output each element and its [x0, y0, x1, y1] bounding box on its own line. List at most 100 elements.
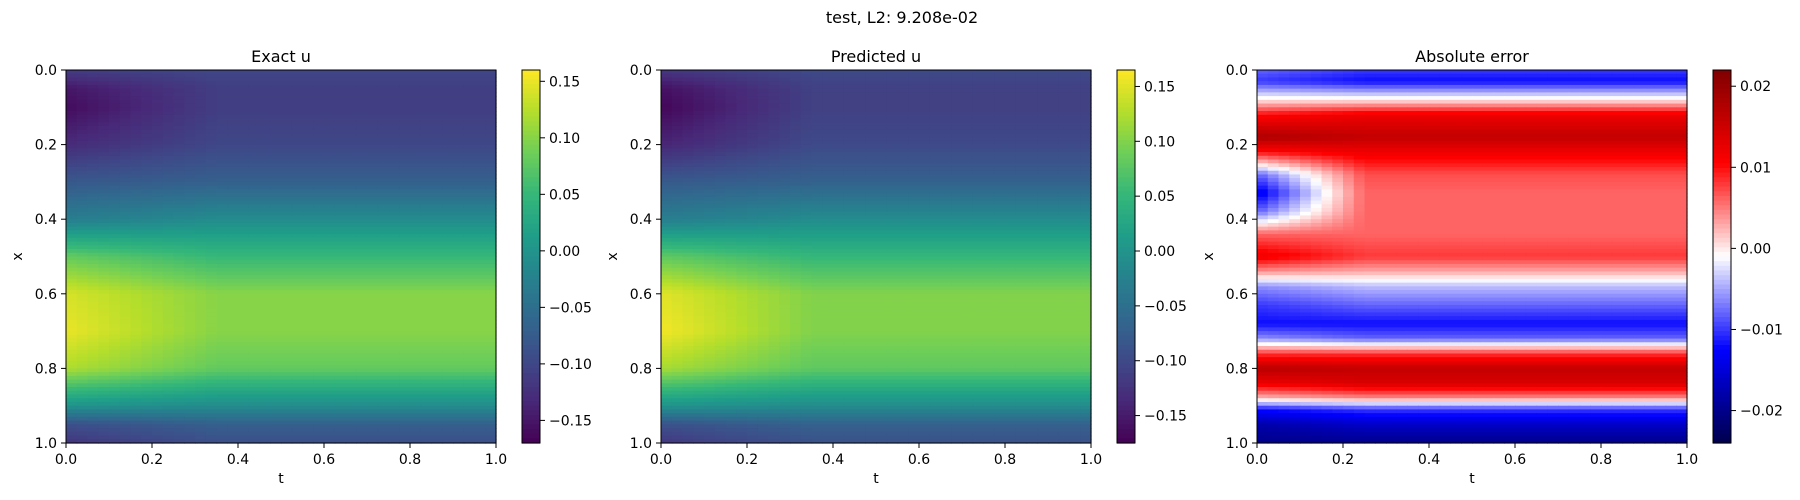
heatmap-cell	[238, 70, 250, 75]
heatmap-cell	[98, 133, 110, 138]
heatmap-cell	[141, 230, 153, 235]
heatmap-cell	[431, 174, 443, 179]
heatmap-cell	[919, 144, 931, 149]
heatmap-cell	[972, 107, 985, 112]
heatmap-cell	[420, 260, 433, 265]
heatmap-cell	[431, 234, 443, 239]
heatmap-cell	[87, 398, 99, 403]
heatmap-cell	[833, 133, 845, 138]
heatmap-cell	[768, 77, 780, 82]
heatmap-cell	[972, 99, 985, 105]
heatmap-cell	[929, 96, 942, 101]
heatmap-cell	[302, 114, 314, 120]
heatmap-cell	[291, 316, 304, 321]
heatmap-cell	[377, 70, 390, 75]
heatmap-cell	[661, 88, 673, 93]
heatmap-cell	[474, 431, 486, 437]
heatmap-cell	[119, 346, 132, 351]
heatmap-cell	[485, 428, 497, 433]
heatmap-cell	[205, 263, 218, 269]
heatmap-cell	[431, 342, 443, 347]
heatmap-cell	[152, 271, 164, 276]
heatmap-cell	[119, 286, 132, 291]
heatmap-cell	[195, 278, 207, 284]
heatmap-cell	[356, 152, 368, 157]
heatmap-cell	[929, 118, 942, 123]
heatmap-cell	[356, 125, 368, 131]
heatmap-cell	[313, 286, 325, 291]
heatmap-cell	[994, 144, 1006, 149]
heatmap-cell	[162, 140, 175, 146]
heatmap-cell	[205, 103, 218, 108]
heatmap-cell	[313, 420, 325, 425]
heatmap-cell	[270, 416, 282, 422]
heatmap-cell	[270, 334, 282, 340]
heatmap-cell	[313, 215, 325, 220]
heatmap-cell	[281, 152, 293, 157]
heatmap-cell	[119, 88, 132, 93]
heatmap-cell	[485, 222, 497, 228]
heatmap-cell	[130, 424, 142, 429]
heatmap-cell	[736, 137, 748, 142]
heatmap-cell	[76, 263, 89, 269]
heatmap-cell	[66, 159, 78, 164]
heatmap-cell	[463, 129, 476, 135]
heatmap-cell	[843, 111, 856, 116]
heatmap-cell	[205, 140, 218, 146]
heatmap-cell	[983, 137, 995, 142]
heatmap-cell	[281, 420, 293, 425]
heatmap-cell	[951, 103, 963, 108]
heatmap-cell	[109, 405, 121, 411]
heatmap-cell	[270, 92, 282, 97]
heatmap-cell	[130, 200, 142, 205]
heatmap-cell	[474, 185, 486, 190]
heatmap-cell	[994, 73, 1006, 79]
heatmap-cell	[1080, 125, 1092, 131]
heatmap-cell	[324, 204, 336, 209]
heatmap-cell	[66, 234, 78, 239]
panel-2: Predicted u0.0 0.2 0.4 0.6 0.8 1.00.00.20.40.…	[605, 47, 1187, 487]
heatmap-cell	[453, 215, 465, 220]
heatmap-cell	[843, 96, 856, 101]
heatmap-cell	[693, 103, 705, 108]
heatmap-cell	[205, 129, 218, 135]
heatmap-cell	[302, 372, 314, 377]
heatmap-cell	[410, 375, 422, 381]
heatmap-cell	[800, 122, 813, 127]
heatmap-cell	[334, 118, 347, 123]
heatmap-cell	[302, 263, 314, 269]
heatmap-cell	[259, 256, 271, 261]
heatmap-cell	[453, 372, 465, 377]
heatmap-cell	[76, 70, 89, 75]
heatmap-cell	[291, 204, 304, 209]
heatmap-cell	[281, 144, 293, 149]
heatmap-cell	[779, 70, 791, 75]
heatmap-cell	[453, 431, 465, 437]
heatmap-cell	[897, 96, 909, 101]
heatmap-cell	[313, 70, 325, 75]
heatmap-cell	[270, 140, 282, 146]
heatmap-cell	[184, 263, 196, 269]
heatmap-cell	[66, 129, 78, 135]
heatmap-cell	[259, 379, 271, 384]
heatmap-cell	[388, 316, 400, 321]
heatmap-cell	[334, 297, 347, 302]
heatmap-cell	[420, 387, 433, 392]
heatmap-cell	[410, 413, 422, 418]
heatmap-cell	[141, 215, 153, 220]
heatmap-cell	[66, 342, 78, 347]
heatmap-cell	[377, 271, 390, 276]
heatmap-cell	[205, 286, 218, 291]
heatmap-cell	[463, 230, 476, 235]
heatmap-cell	[876, 70, 888, 75]
heatmap-cell	[442, 249, 454, 254]
heatmap-cell	[1058, 77, 1071, 82]
heatmap-cell	[184, 137, 196, 142]
heatmap-cell	[87, 290, 99, 295]
heatmap-cell	[485, 99, 497, 105]
heatmap-cell	[195, 342, 207, 347]
heatmap-cell	[281, 96, 293, 101]
heatmap-cell	[929, 99, 942, 105]
heatmap-cell	[302, 282, 314, 287]
heatmap-cell	[184, 375, 196, 381]
